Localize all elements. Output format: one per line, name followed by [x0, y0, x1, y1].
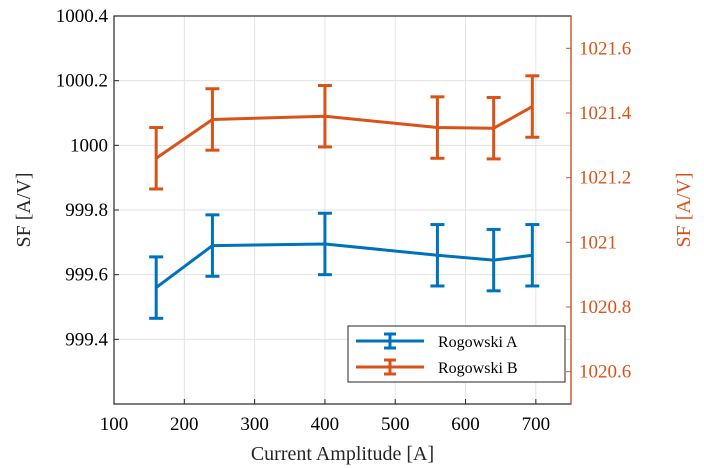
legend-entry: Rogowski A [356, 332, 518, 351]
error-bar [430, 95, 445, 160]
left-tick-label: 1000.4 [56, 6, 109, 27]
right-y-axis-label: SF [A/V] [673, 172, 695, 247]
x-tick-label: 300 [240, 414, 269, 435]
x-tick-label: 400 [311, 414, 340, 435]
error-bar [525, 74, 540, 139]
x-tick-label: 200 [170, 414, 199, 435]
series-line [155, 105, 534, 160]
left-tick-label: 999.6 [65, 265, 108, 286]
series-line [155, 242, 533, 289]
error-bar [430, 223, 445, 288]
left-axis-ticks: 999.4 999.6 999.8 1000 1000.2 1000.4 [56, 6, 119, 350]
series-1 [149, 211, 540, 320]
left-tick-label: 1000 [70, 135, 108, 156]
x-axis-ticks: 100 200 300 400 500 600 700 [100, 399, 550, 435]
right-axis-ticks: 1020.6 1020.8 1021 1021.2 1021.4 1021.6 [566, 16, 632, 404]
legend: Rogowski A Rogowski B [347, 325, 566, 383]
error-bar [317, 84, 332, 149]
right-tick-label: 1021.4 [579, 103, 632, 124]
error-bar [317, 211, 332, 277]
x-tick-label: 100 [100, 414, 129, 435]
series-layer [149, 74, 540, 320]
error-bar [525, 223, 540, 288]
x-tick-label: 600 [451, 414, 480, 435]
left-tick-label: 1000.2 [56, 71, 108, 92]
error-bar [486, 227, 501, 293]
left-tick-label: 999.4 [65, 329, 108, 350]
x-axis-label: Current Amplitude [A] [251, 443, 434, 465]
left-tick-label: 999.8 [65, 200, 108, 221]
left-y-axis-label: SF [A/V] [13, 172, 35, 247]
right-tick-label: 1021 [579, 232, 617, 253]
right-tick-label: 1021.2 [579, 168, 631, 189]
right-tick-label: 1020.8 [579, 297, 631, 318]
error-bar [486, 95, 501, 161]
legend-entry: Rogowski B [356, 358, 518, 377]
error-bar [149, 126, 164, 191]
error-bar [205, 213, 220, 278]
error-bar [149, 255, 164, 320]
legend-label: Rogowski B [438, 360, 518, 377]
right-tick-label: 1021.6 [579, 38, 631, 59]
series-2 [149, 74, 540, 191]
x-tick-label: 500 [381, 414, 410, 435]
right-tick-label: 1020.6 [579, 362, 631, 383]
error-bar [205, 87, 220, 152]
x-tick-label: 700 [522, 414, 551, 435]
legend-label: Rogowski A [438, 334, 518, 351]
